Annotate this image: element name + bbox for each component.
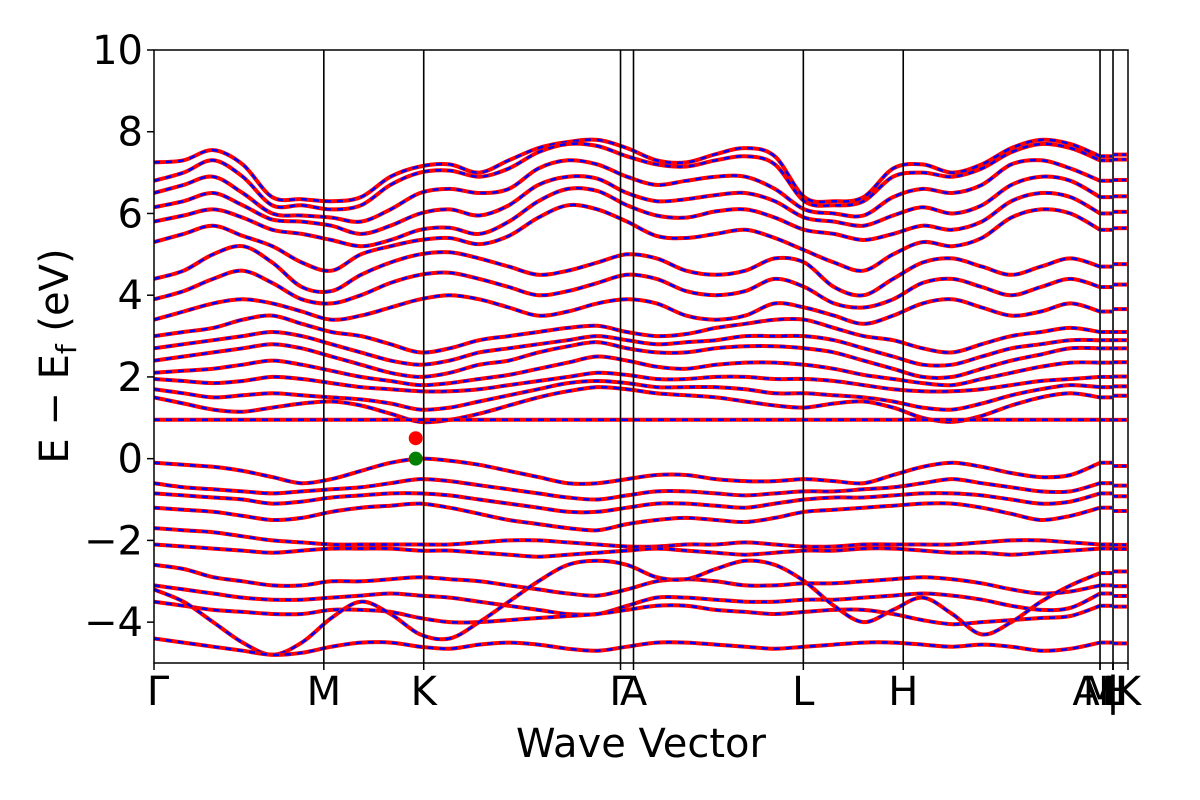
y-tick-label-5: 6 (118, 191, 143, 237)
band-3-blue (154, 158, 1101, 224)
x-axis-label: Wave Vector (516, 721, 767, 767)
band-8-blue (154, 269, 1101, 309)
band-16-blue (154, 385, 1101, 424)
x-tick-label-6: H (888, 669, 918, 715)
y-tick-label-4: 4 (118, 273, 143, 319)
x-axis-ticks: Γ M K ΓA L H AM|L|HK (147, 663, 1143, 715)
band-edge-marker-1 (408, 431, 423, 446)
high-symmetry-lines (323, 50, 1114, 663)
band-24-red (154, 562, 1101, 598)
band-10-blue (154, 314, 1101, 354)
band-19-blue (154, 477, 1101, 501)
y-tick-label-0: −4 (84, 600, 143, 646)
x-tick-label-5: L (792, 669, 815, 715)
y-axis-label: E − Ef (eV) (32, 248, 83, 463)
band-23-blue (154, 543, 1101, 558)
band-18-blue (154, 457, 1101, 486)
band-27-blue (154, 559, 1101, 657)
plot-frame (153, 49, 1129, 664)
y-tick-label-1: −2 (84, 518, 143, 564)
band-26-blue (154, 600, 1101, 626)
band-14-blue (154, 371, 1101, 393)
band-22-blue (154, 526, 1101, 549)
y-tick-label-2: 0 (118, 437, 143, 483)
band-13-red (154, 354, 1101, 388)
x-tick-label-1: M (307, 669, 342, 715)
band-9-blue (154, 293, 1101, 326)
band-24-blue (154, 563, 1101, 598)
band-25-blue (154, 584, 1101, 616)
band-11-blue (154, 330, 1101, 367)
x-tick-label-13: K (1115, 669, 1143, 715)
x-tick-label-11: | (1106, 669, 1119, 715)
band-21-blue (154, 501, 1101, 532)
x-tick-label-12: H (1098, 669, 1128, 715)
band-2-red (154, 141, 1101, 212)
y-axis-label-sub: f (50, 343, 83, 354)
x-tick-label-9: | (1106, 669, 1119, 715)
y-axis-ticks: −4 −2 0 2 4 6 8 10 (84, 28, 154, 646)
x-tick-label-7: A (1072, 669, 1100, 715)
band-edge-marker-2 (408, 451, 423, 466)
x-tick-label-0: Γ (147, 669, 170, 715)
y-tick-label-6: 8 (118, 110, 143, 156)
band-28-blue (154, 637, 1101, 657)
x-tick-label-4: A (620, 669, 648, 715)
band-20-blue (154, 491, 1101, 514)
x-tick-label-2: K (411, 669, 439, 715)
x-tick-label-8: M (1083, 669, 1118, 715)
band-6-red (154, 202, 1101, 273)
band-lines (154, 137, 1127, 657)
band-15-blue (154, 379, 1101, 412)
band-7-blue (154, 244, 1101, 297)
band-1-red (154, 137, 1101, 204)
x-tick-label-3: Γ (609, 669, 632, 715)
band-13-blue (154, 355, 1101, 387)
band-12-blue (154, 340, 1101, 380)
band-4-blue (154, 174, 1101, 236)
y-axis-label-main: E − E (32, 354, 78, 464)
band-5-blue (154, 186, 1101, 248)
y-tick-label-3: 2 (118, 355, 143, 401)
band-edge-markers (408, 431, 423, 466)
y-tick-label-7: 10 (92, 28, 143, 74)
x-tick-label-10: L (1102, 669, 1125, 715)
y-axis-label-tail: (eV) (32, 248, 78, 344)
